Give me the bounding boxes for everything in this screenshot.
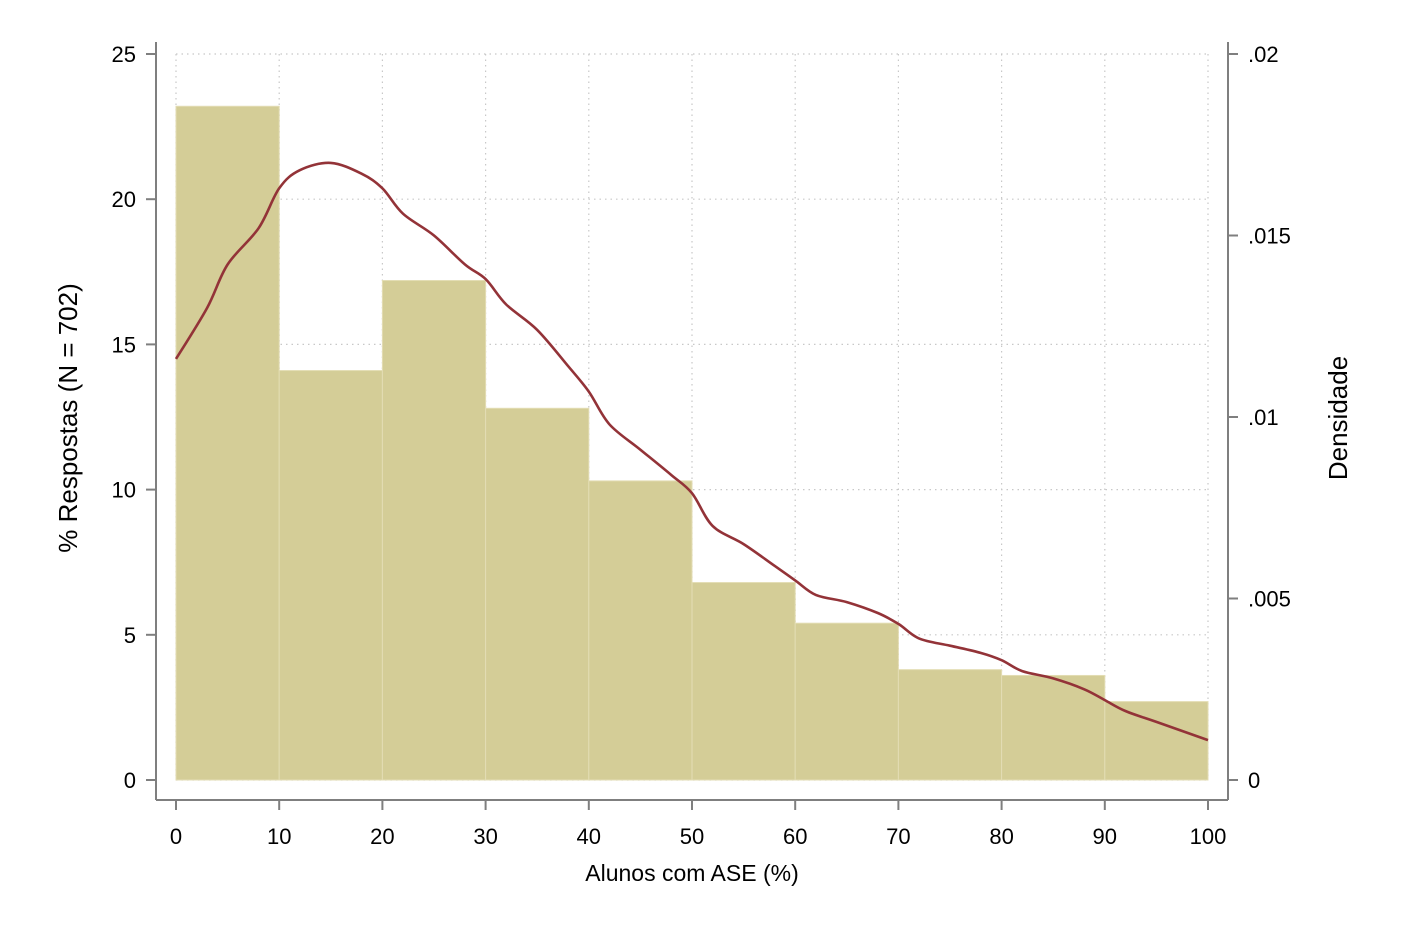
x-tick-label-6: 60 [783, 824, 807, 849]
y2-tick-label-2: .01 [1248, 405, 1279, 430]
x-tick-label-9: 90 [1093, 824, 1117, 849]
x-tick-label-7: 70 [886, 824, 910, 849]
x-tick-label-4: 40 [577, 824, 601, 849]
histogram-bar-2 [381, 280, 487, 781]
y2-tick-label-0: 0 [1248, 768, 1260, 793]
histogram-bar-6 [794, 622, 899, 781]
histogram-bar-7 [897, 669, 1003, 781]
x-tick-label-2: 20 [370, 824, 394, 849]
y-tick-label-2: 10 [112, 478, 136, 503]
histogram-bar-8 [1001, 674, 1106, 781]
y-axis-title: % Respostas (N = 702) [53, 283, 83, 553]
x-tick-label-0: 0 [170, 824, 182, 849]
y2-tick-label-1: .005 [1248, 587, 1291, 612]
y-tick-label-4: 20 [112, 187, 136, 212]
y-tick-label-0: 0 [124, 768, 136, 793]
y2-tick-label-3: .015 [1248, 224, 1291, 249]
y2-axis-title: Densidade [1323, 356, 1353, 480]
density-curve [174, 161, 1209, 742]
tick-labels: 0 5 10 15 20 25 0 .005 .01 .015 .02 0 10 20 30 40 50 60 70… [112, 42, 1291, 849]
x-tick-label-8: 80 [989, 824, 1013, 849]
histogram-bar-9 [1104, 701, 1209, 781]
x-tick-label-3: 30 [473, 824, 497, 849]
histogram-bar-0 [175, 105, 280, 781]
y-tick-label-5: 25 [112, 42, 136, 67]
histogram-bar-1 [278, 370, 383, 781]
x-tick-label-1: 10 [267, 824, 291, 849]
histogram-bar-4 [588, 480, 693, 781]
y2-tick-label-4: .02 [1248, 42, 1279, 67]
histogram-bar-3 [485, 407, 590, 781]
histogram-bar-5 [691, 582, 796, 781]
axes [146, 42, 1238, 810]
y-tick-label-3: 15 [112, 332, 136, 357]
x-axis-title: Alunos com ASE (%) [585, 860, 798, 886]
x-tick-label-5: 50 [680, 824, 704, 849]
density-curve-layer [174, 161, 1209, 742]
y-tick-label-1: 5 [124, 623, 136, 648]
histogram-bars [175, 105, 1209, 781]
x-tick-label-10: 100 [1190, 824, 1227, 849]
